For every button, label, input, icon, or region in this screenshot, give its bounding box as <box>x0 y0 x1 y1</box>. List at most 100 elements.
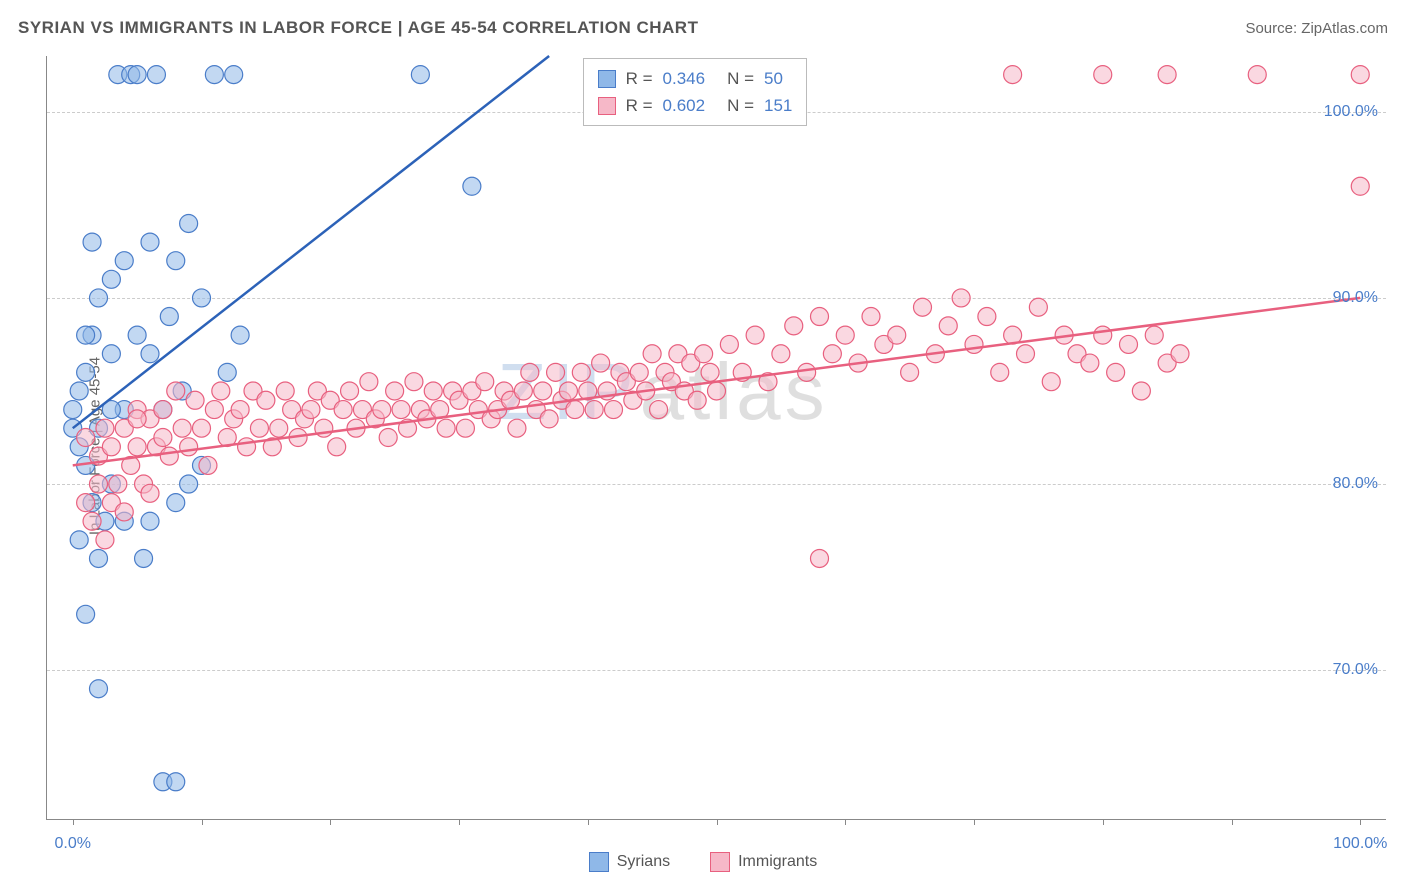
data-point <box>798 363 816 381</box>
data-point <box>978 308 996 326</box>
legend-item: Syrians <box>589 852 670 872</box>
data-point <box>90 680 108 698</box>
data-point <box>521 363 539 381</box>
data-point <box>437 419 455 437</box>
data-point <box>83 512 101 530</box>
data-point <box>102 345 120 363</box>
data-point <box>373 401 391 419</box>
data-point <box>1107 363 1125 381</box>
data-point <box>77 429 95 447</box>
y-tick-label: 90.0% <box>1333 289 1378 307</box>
data-point <box>205 66 223 84</box>
data-point <box>939 317 957 335</box>
title-bar: SYRIAN VS IMMIGRANTS IN LABOR FORCE | AG… <box>18 18 1388 38</box>
data-point <box>746 326 764 344</box>
data-point <box>141 512 159 530</box>
data-point <box>1145 326 1163 344</box>
data-point <box>90 289 108 307</box>
data-point <box>547 363 565 381</box>
trend-line <box>73 298 1361 465</box>
data-point <box>811 549 829 567</box>
data-point <box>147 66 165 84</box>
data-point <box>463 177 481 195</box>
data-point <box>257 391 275 409</box>
stat-r-value: 0.602 <box>663 92 706 119</box>
data-point <box>167 494 185 512</box>
data-point <box>643 345 661 363</box>
data-point <box>141 484 159 502</box>
stat-r-value: 0.346 <box>663 65 706 92</box>
data-point <box>270 419 288 437</box>
data-point <box>128 438 146 456</box>
data-point <box>456 419 474 437</box>
scatter-svg <box>47 56 1386 819</box>
data-point <box>1171 345 1189 363</box>
data-point <box>952 289 970 307</box>
data-point <box>218 363 236 381</box>
data-point <box>559 382 577 400</box>
data-point <box>96 531 114 549</box>
x-tick <box>330 819 331 825</box>
x-tick <box>73 819 74 825</box>
stats-row: R = 0.602N = 151 <box>598 92 793 119</box>
x-tick <box>588 819 589 825</box>
data-point <box>720 335 738 353</box>
data-point <box>70 382 88 400</box>
data-point <box>90 475 108 493</box>
y-tick-label: 80.0% <box>1333 475 1378 493</box>
data-point <box>186 391 204 409</box>
data-point <box>688 391 706 409</box>
data-point <box>392 401 410 419</box>
data-point <box>811 308 829 326</box>
data-point <box>914 298 932 316</box>
data-point <box>77 326 95 344</box>
data-point <box>212 382 230 400</box>
stat-n-label: N = <box>727 65 754 92</box>
data-point <box>411 66 429 84</box>
data-point <box>102 438 120 456</box>
x-tick <box>1103 819 1104 825</box>
data-point <box>160 308 178 326</box>
data-point <box>225 66 243 84</box>
data-point <box>1120 335 1138 353</box>
data-point <box>128 326 146 344</box>
data-point <box>77 494 95 512</box>
x-tick <box>1232 819 1233 825</box>
x-tick <box>459 819 460 825</box>
data-point <box>1351 66 1369 84</box>
data-point <box>180 438 198 456</box>
data-point <box>180 475 198 493</box>
data-point <box>250 419 268 437</box>
data-point <box>167 382 185 400</box>
x-tick <box>717 819 718 825</box>
source-label: Source: ZipAtlas.com <box>1245 20 1388 37</box>
x-tick <box>202 819 203 825</box>
data-point <box>572 363 590 381</box>
data-point <box>193 289 211 307</box>
chart-title: SYRIAN VS IMMIGRANTS IN LABOR FORCE | AG… <box>18 18 698 38</box>
data-point <box>154 401 172 419</box>
stats-row: R = 0.346N = 50 <box>598 65 793 92</box>
data-point <box>695 345 713 363</box>
data-point <box>115 252 133 270</box>
data-point <box>160 447 178 465</box>
data-point <box>135 549 153 567</box>
data-point <box>141 233 159 251</box>
data-point <box>1351 177 1369 195</box>
data-point <box>1094 326 1112 344</box>
x-tick <box>845 819 846 825</box>
data-point <box>424 382 442 400</box>
data-point <box>231 326 249 344</box>
x-tick-label: 100.0% <box>1333 835 1387 853</box>
legend-swatch <box>710 852 730 872</box>
legend-label: Immigrants <box>738 853 817 871</box>
data-point <box>302 401 320 419</box>
data-point <box>701 363 719 381</box>
data-point <box>77 363 95 381</box>
data-point <box>64 401 82 419</box>
data-point <box>605 401 623 419</box>
data-point <box>514 382 532 400</box>
data-point <box>823 345 841 363</box>
data-point <box>540 410 558 428</box>
data-point <box>70 531 88 549</box>
